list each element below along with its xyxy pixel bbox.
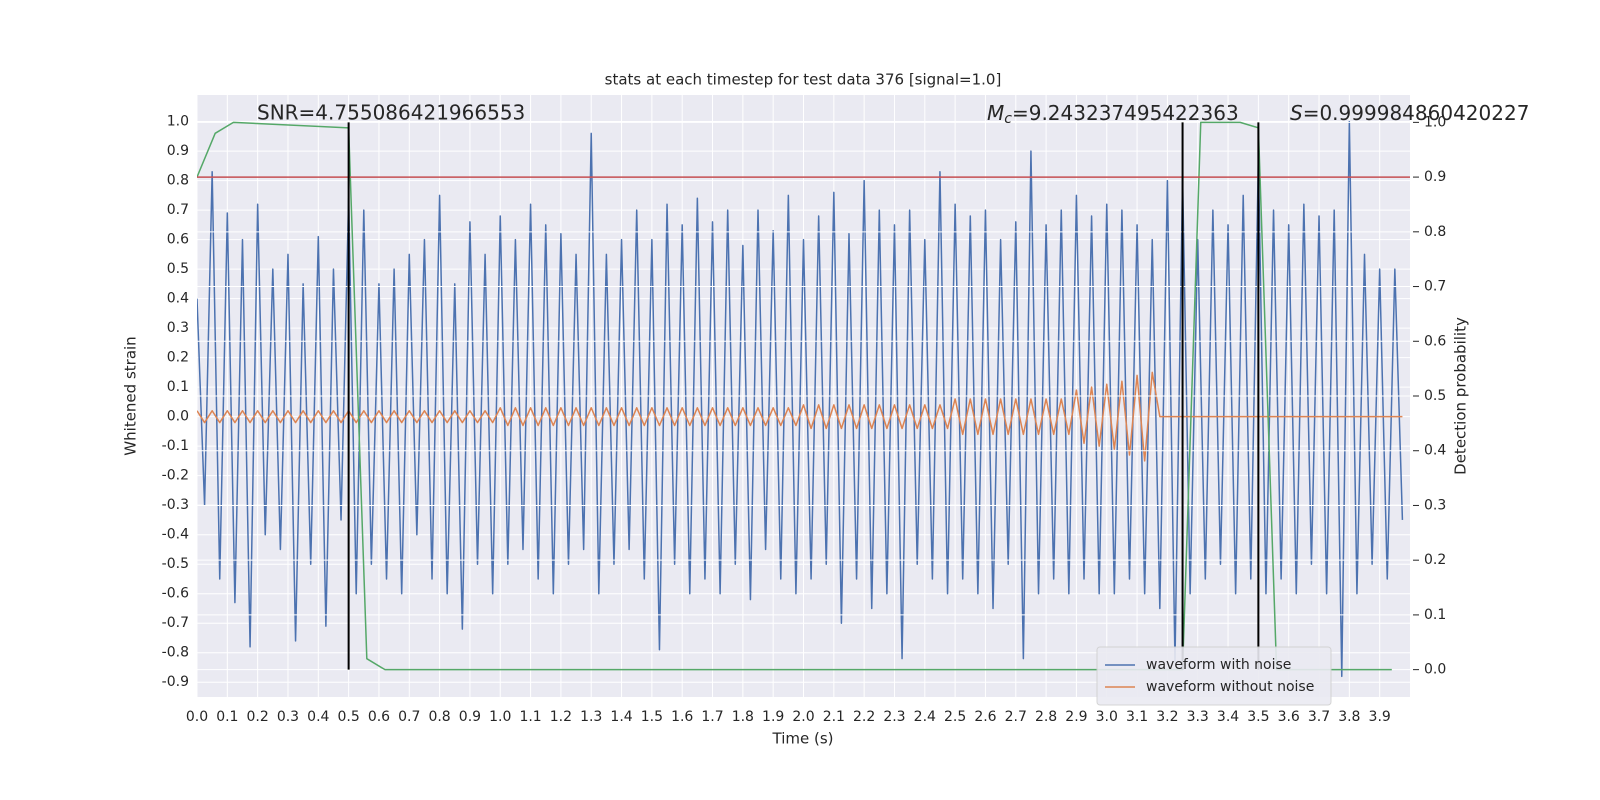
x-tick-label: 2.3 — [883, 709, 905, 725]
x-tick-label: 3.7 — [1308, 709, 1330, 725]
y-tick-label: -0.7 — [162, 615, 189, 631]
annotation-subscript: c — [1004, 111, 1012, 127]
x-tick-label: 1.0 — [489, 709, 511, 725]
labels: 0.0 0.1 0.2 0.3 0.4 0.5 0.6 0.7 0.8 0.9 1.0 1.1 1.2 1… — [162, 114, 1447, 725]
legend-box — [1096, 646, 1332, 706]
y-tick-label: 1.0 — [167, 114, 189, 130]
y-tick-label: -0.8 — [162, 645, 189, 661]
x-tick-label: 2.1 — [823, 709, 845, 725]
x-tick-label: 2.5 — [944, 709, 966, 725]
annotation-symbol: M — [987, 101, 1004, 125]
x-tick-label: 1.9 — [762, 709, 784, 725]
x-tick-label: 2.2 — [853, 709, 875, 725]
x-tick-label: 1.7 — [701, 709, 723, 725]
y2-tick-label: 0.4 — [1424, 443, 1446, 459]
x-axis-label: Time (s) — [772, 730, 834, 748]
annotation: S=0.999984860420227 — [1290, 101, 1529, 125]
x-tick-label: 1.5 — [641, 709, 663, 725]
x-tick-label: 3.3 — [1187, 709, 1209, 725]
y-tick-label: 0.6 — [167, 232, 189, 248]
legend-label: waveform without noise — [1146, 679, 1314, 695]
x-tick-label: 3.0 — [1096, 709, 1118, 725]
y2-tick-label: 0.9 — [1424, 169, 1446, 185]
chart-title: stats at each timestep for test data 376… — [605, 71, 1002, 89]
x-tick-label: 0.0 — [186, 709, 208, 725]
x-tick-label: 0.9 — [459, 709, 481, 725]
legend: waveform with noise waveform without nois… — [1096, 646, 1332, 706]
y-tick-label: -0.1 — [162, 438, 189, 454]
annotation-symbol: S — [1290, 101, 1303, 125]
x-tick-label: 3.2 — [1156, 709, 1178, 725]
series-line — [197, 371, 1403, 462]
y-axis-label: Whitened strain — [122, 336, 140, 455]
overlay-layer — [197, 121, 1410, 671]
x-tick-label: 3.8 — [1338, 709, 1360, 725]
x-tick-label: 0.6 — [368, 709, 390, 725]
annotation: Mc=9.243237495422363 — [987, 101, 1239, 128]
y2-tick-label: 0.3 — [1424, 497, 1446, 513]
x-tick-label: 0.3 — [277, 709, 299, 725]
x-tick-label: 1.2 — [550, 709, 572, 725]
y-tick-label: 0.8 — [167, 173, 189, 189]
annotation-text: =0.999984860420227 — [1303, 101, 1530, 125]
x-tick-label: 2.7 — [1005, 709, 1027, 725]
x-tick-label: 3.4 — [1217, 709, 1239, 725]
y-tick-label: 0.7 — [167, 202, 189, 218]
annotation-text: =9.243237495422363 — [1012, 101, 1239, 125]
x-tick-label: 2.9 — [1065, 709, 1087, 725]
y-tick-label: -0.3 — [162, 497, 189, 513]
y-tick-label: 0.9 — [167, 143, 189, 159]
y-tick-label: -0.6 — [162, 586, 189, 602]
y2-tick-label: 0.7 — [1424, 279, 1446, 295]
x-tick-label: 0.1 — [216, 709, 238, 725]
y-tick-label: -0.2 — [162, 468, 189, 484]
x-tick-label: 3.9 — [1369, 709, 1391, 725]
y-tick-label: -0.5 — [162, 556, 189, 572]
x-tick-label: 0.4 — [307, 709, 329, 725]
y2-tick-label: 0.5 — [1424, 388, 1446, 404]
x-tick-label: 1.1 — [519, 709, 541, 725]
y-tick-label: 0.5 — [167, 261, 189, 277]
x-tick-label: 1.3 — [580, 709, 602, 725]
y2-tick-label: 0.8 — [1424, 224, 1446, 240]
y2-tick-label: 0.1 — [1424, 607, 1446, 623]
y2-axis-label: Detection probability — [1452, 317, 1470, 475]
x-tick-label: 1.8 — [732, 709, 754, 725]
x-tick-label: 0.5 — [337, 709, 359, 725]
y2-tick-label: 1.0 — [1424, 114, 1446, 130]
y2-tick-label: 0.0 — [1424, 662, 1446, 678]
x-tick-label: 1.6 — [671, 709, 693, 725]
y-tick-label: 0.2 — [167, 350, 189, 366]
y-tick-label: 0.0 — [167, 409, 189, 425]
x-tick-label: 3.6 — [1278, 709, 1300, 725]
y-tick-label: -0.9 — [162, 674, 189, 690]
x-tick-label: 3.5 — [1247, 709, 1269, 725]
y2-tick-label: 0.6 — [1424, 333, 1446, 349]
x-tick-label: 2.4 — [914, 709, 936, 725]
y-tick-label: 0.3 — [167, 320, 189, 336]
x-tick-label: 2.6 — [974, 709, 996, 725]
x-tick-label: 0.7 — [398, 709, 420, 725]
annotation: SNR=4.755086421966553 — [257, 101, 525, 125]
y-tick-label: 0.1 — [167, 379, 189, 395]
x-tick-label: 1.4 — [610, 709, 632, 725]
y2-tick-label: 0.2 — [1424, 552, 1446, 568]
x-tick-label: 2.0 — [792, 709, 814, 725]
y-tick-label: -0.4 — [162, 527, 189, 543]
data-layer — [197, 120, 1404, 678]
x-tick-label: 3.1 — [1126, 709, 1148, 725]
x-tick-label: 2.8 — [1035, 709, 1057, 725]
y-tick-label: 0.4 — [167, 291, 189, 307]
x-tick-label: 0.8 — [428, 709, 450, 725]
legend-label: waveform with noise — [1146, 657, 1291, 673]
x-tick-label: 0.2 — [247, 709, 269, 725]
